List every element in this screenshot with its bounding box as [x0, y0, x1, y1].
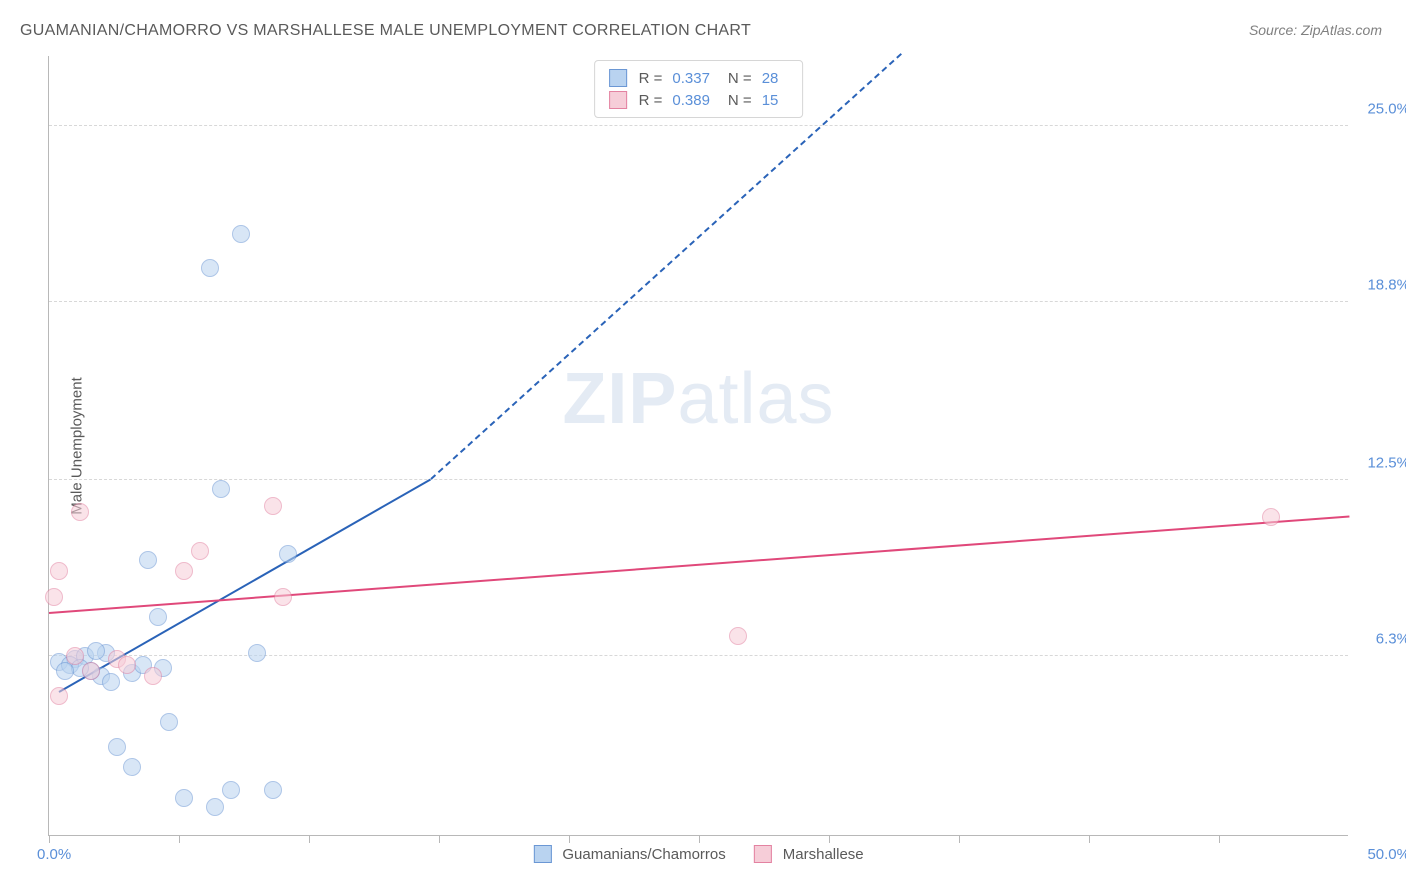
x-tick — [439, 835, 440, 843]
gridline — [49, 655, 1348, 656]
x-tick — [309, 835, 310, 843]
legend-swatch — [754, 845, 772, 863]
legend-swatch — [533, 845, 551, 863]
scatter-point — [232, 225, 250, 243]
x-tick — [959, 835, 960, 843]
trend-line — [49, 515, 1349, 613]
scatter-point — [139, 551, 157, 569]
scatter-point — [248, 644, 266, 662]
scatter-point — [87, 642, 105, 660]
x-tick — [179, 835, 180, 843]
n-label: N = — [728, 92, 752, 109]
legend-swatch — [609, 91, 627, 109]
watermark: ZIPatlas — [562, 358, 834, 440]
scatter-point — [191, 542, 209, 560]
scatter-point — [144, 667, 162, 685]
legend-item: Marshallese — [754, 845, 864, 863]
n-value: 15 — [762, 92, 779, 109]
scatter-point — [108, 738, 126, 756]
scatter-point — [102, 673, 120, 691]
scatter-point — [222, 781, 240, 799]
r-value: 0.337 — [672, 70, 710, 87]
x-axis-max-label: 50.0% — [1367, 846, 1406, 863]
y-tick-label: 18.8% — [1367, 276, 1406, 293]
stats-row: R = 0.337 N = 28 — [609, 67, 789, 89]
gridline — [49, 301, 1348, 302]
scatter-point — [201, 259, 219, 277]
x-tick — [1089, 835, 1090, 843]
scatter-point — [118, 656, 136, 674]
x-tick — [1219, 835, 1220, 843]
scatter-point — [160, 713, 178, 731]
y-tick-label: 25.0% — [1367, 100, 1406, 117]
scatter-point — [50, 562, 68, 580]
gridline — [49, 479, 1348, 480]
scatter-point — [274, 588, 292, 606]
stats-row: R = 0.389 N = 15 — [609, 89, 789, 111]
scatter-point — [149, 608, 167, 626]
scatter-point — [175, 789, 193, 807]
n-value: 28 — [762, 70, 779, 87]
scatter-point — [264, 781, 282, 799]
scatter-point — [123, 758, 141, 776]
legend-swatch — [609, 69, 627, 87]
legend-item: Guamanians/Chamorros — [533, 845, 725, 863]
x-tick — [829, 835, 830, 843]
chart-title: GUAMANIAN/CHAMORRO VS MARSHALLESE MALE U… — [20, 22, 751, 40]
n-label: N = — [728, 70, 752, 87]
scatter-point — [45, 588, 63, 606]
scatter-point — [264, 497, 282, 515]
scatter-point — [66, 647, 84, 665]
gridline — [49, 125, 1348, 126]
scatter-point — [175, 562, 193, 580]
legend-label: Marshallese — [783, 846, 864, 863]
scatter-point — [82, 662, 100, 680]
x-axis-origin-label: 0.0% — [37, 846, 71, 863]
scatter-point — [50, 687, 68, 705]
source-attribution: Source: ZipAtlas.com — [1249, 22, 1382, 38]
scatter-point — [212, 480, 230, 498]
legend-label: Guamanians/Chamorros — [562, 846, 725, 863]
r-value: 0.389 — [672, 92, 710, 109]
r-label: R = — [639, 92, 663, 109]
y-tick-label: 6.3% — [1376, 631, 1406, 648]
scatter-point — [279, 545, 297, 563]
x-tick — [49, 835, 50, 843]
scatter-point — [206, 798, 224, 816]
r-label: R = — [639, 70, 663, 87]
plot-area: ZIPatlas R =0.337N =28R =0.389N =15 Guam… — [48, 56, 1348, 836]
scatter-point — [1262, 508, 1280, 526]
x-tick — [569, 835, 570, 843]
scatter-point — [729, 627, 747, 645]
y-tick-label: 12.5% — [1367, 455, 1406, 472]
stats-legend-box: R = 0.337 N = 28 R = 0.389 N = 15 — [594, 60, 804, 118]
x-tick — [699, 835, 700, 843]
scatter-point — [71, 503, 89, 521]
series-legend: Guamanians/Chamorros Marshallese — [533, 845, 863, 863]
